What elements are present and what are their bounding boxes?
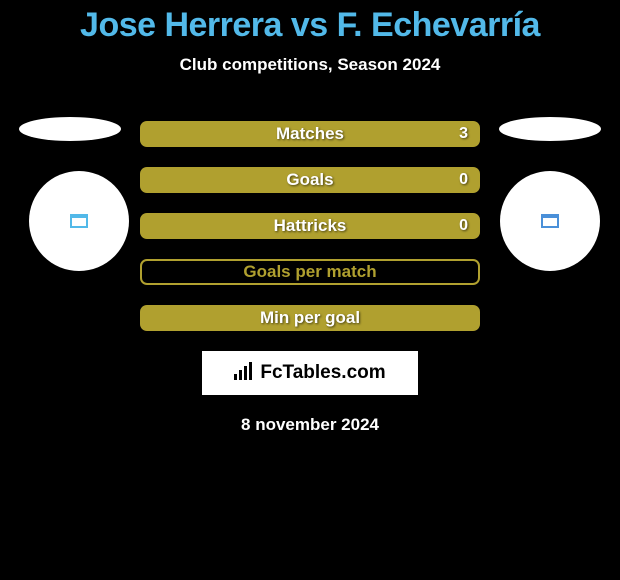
stat-label: Min per goal	[260, 308, 360, 328]
footer-date: 8 november 2024	[241, 415, 379, 435]
comparison-infographic: Jose Herrera vs F. Echevarría Club compe…	[0, 0, 620, 435]
branding-box: FcTables.com	[202, 351, 418, 395]
stat-label: Goals	[286, 170, 333, 190]
player-right-ellipse	[499, 117, 601, 141]
stat-bar: Hattricks 0	[140, 213, 480, 239]
stat-bar: Min per goal	[140, 305, 480, 331]
stat-bars: Matches 3 Goals 0 Hattricks 0 Goals per match M…	[140, 121, 480, 331]
season-subtitle: Club competitions, Season 2024	[180, 55, 441, 75]
player-left-column	[10, 117, 130, 271]
stats-row: Matches 3 Goals 0 Hattricks 0 Goals per match M…	[0, 121, 620, 331]
avatar-placeholder-icon	[70, 214, 88, 228]
stat-value-right: 0	[459, 171, 468, 189]
stat-bar: Matches 3	[140, 121, 480, 147]
chart-icon	[234, 362, 256, 384]
branding-text: FcTables.com	[260, 362, 385, 384]
avatar-placeholder-icon	[541, 214, 559, 228]
stat-value-right: 3	[459, 125, 468, 143]
page-title: Jose Herrera vs F. Echevarría	[80, 6, 540, 45]
stat-label: Matches	[276, 124, 344, 144]
stat-bar: Goals per match	[140, 259, 480, 285]
stat-label: Goals per match	[243, 262, 376, 282]
player-right-avatar	[500, 171, 600, 271]
stat-value-right: 0	[459, 217, 468, 235]
stat-bar: Goals 0	[140, 167, 480, 193]
player-left-avatar	[29, 171, 129, 271]
stat-label: Hattricks	[274, 216, 347, 236]
player-right-column	[490, 117, 610, 271]
player-left-ellipse	[19, 117, 121, 141]
